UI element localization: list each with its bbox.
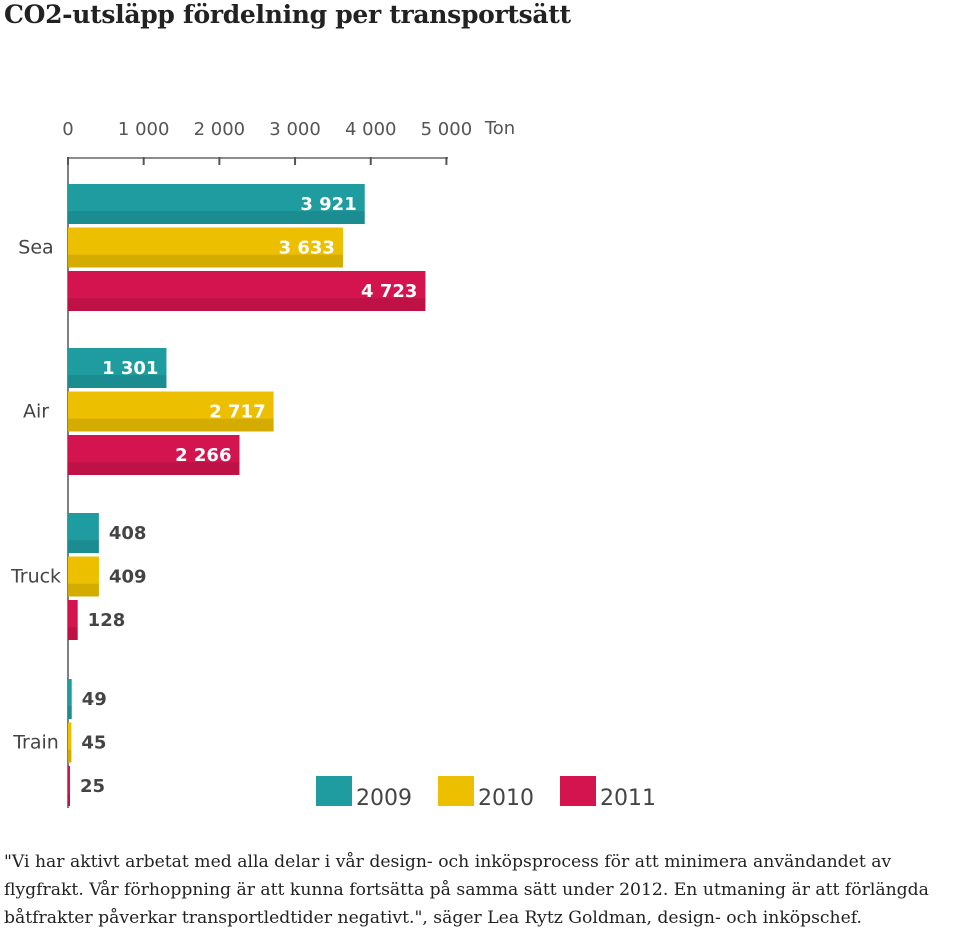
bar-value-label: 45 <box>81 733 106 754</box>
bar-2010 <box>68 722 72 763</box>
page-title: CO2-utsläpp fördelning per transportsätt <box>4 0 571 29</box>
bar-shade <box>68 540 99 553</box>
bar-2009 <box>68 513 99 553</box>
bar-value-label: 128 <box>88 610 126 631</box>
bar-value-label: 408 <box>109 523 147 544</box>
legend-label-2010: 2010 <box>478 786 534 811</box>
quote-text: "Vi har aktivt arbetat med alla delar i … <box>4 852 929 928</box>
bar-shade <box>68 375 167 388</box>
category-label: Train <box>12 732 59 754</box>
chart-legend: 2009 2010 2011 <box>316 776 656 811</box>
bar-shade <box>68 627 78 640</box>
legend-swatch-2011 <box>560 776 596 806</box>
bar-value-label: 409 <box>109 567 147 588</box>
bar-value-label: 49 <box>82 689 107 710</box>
bar-2010 <box>68 556 99 597</box>
bar-2011 <box>68 600 78 640</box>
x-axis-unit-label: Ton <box>484 118 515 139</box>
x-tick-label: 5 000 <box>421 119 473 140</box>
bar-2009 <box>68 184 365 224</box>
bar-shade <box>68 211 365 224</box>
bar-value-label: 25 <box>80 776 105 797</box>
bar-shade <box>68 298 426 311</box>
category-label: Truck <box>10 566 61 588</box>
legend-swatch-2010 <box>438 776 474 806</box>
chart-bars: Sea 3 921 3 633 4 723 Air 1 301 2 717 2 266 Truc… <box>10 184 426 806</box>
category-label: Sea <box>18 237 53 259</box>
legend-label-2011: 2011 <box>600 786 656 811</box>
bar-2011 <box>68 766 70 806</box>
bar-value-label: 2 266 <box>175 445 231 466</box>
bar-shade <box>68 793 70 806</box>
x-tick-label: 1 000 <box>118 119 170 140</box>
bar-shade <box>68 462 240 475</box>
bar-value-label: 4 723 <box>361 281 417 302</box>
legend-label-2009: 2009 <box>356 786 412 811</box>
bar-shade <box>68 583 99 597</box>
bar-shade <box>68 254 343 268</box>
x-tick-label: 4 000 <box>345 119 397 140</box>
bar-2011 <box>68 435 240 475</box>
bar-shade <box>68 706 72 719</box>
bar-value-label: 3 921 <box>300 194 356 215</box>
bar-2009 <box>68 348 167 388</box>
legend-swatch-2009 <box>316 776 352 806</box>
bar-2010 <box>68 391 274 432</box>
category-label: Air <box>23 401 49 423</box>
bar-shade <box>68 418 274 432</box>
bar-2009 <box>68 679 72 719</box>
bar-2010 <box>68 227 343 268</box>
bar-chart: 0 1 000 2 000 3 000 4 000 5 000 Ton Sea 3 921 3 … <box>10 118 656 811</box>
bar-shade <box>68 749 72 763</box>
bar-2011 <box>68 271 426 311</box>
x-tick-label: 2 000 <box>194 119 246 140</box>
bar-value-label: 2 717 <box>209 402 265 423</box>
x-tick-label: 3 000 <box>269 119 321 140</box>
bar-value-label: 3 633 <box>279 238 335 259</box>
bar-value-label: 1 301 <box>102 358 158 379</box>
x-tick-label: 0 <box>62 119 73 140</box>
